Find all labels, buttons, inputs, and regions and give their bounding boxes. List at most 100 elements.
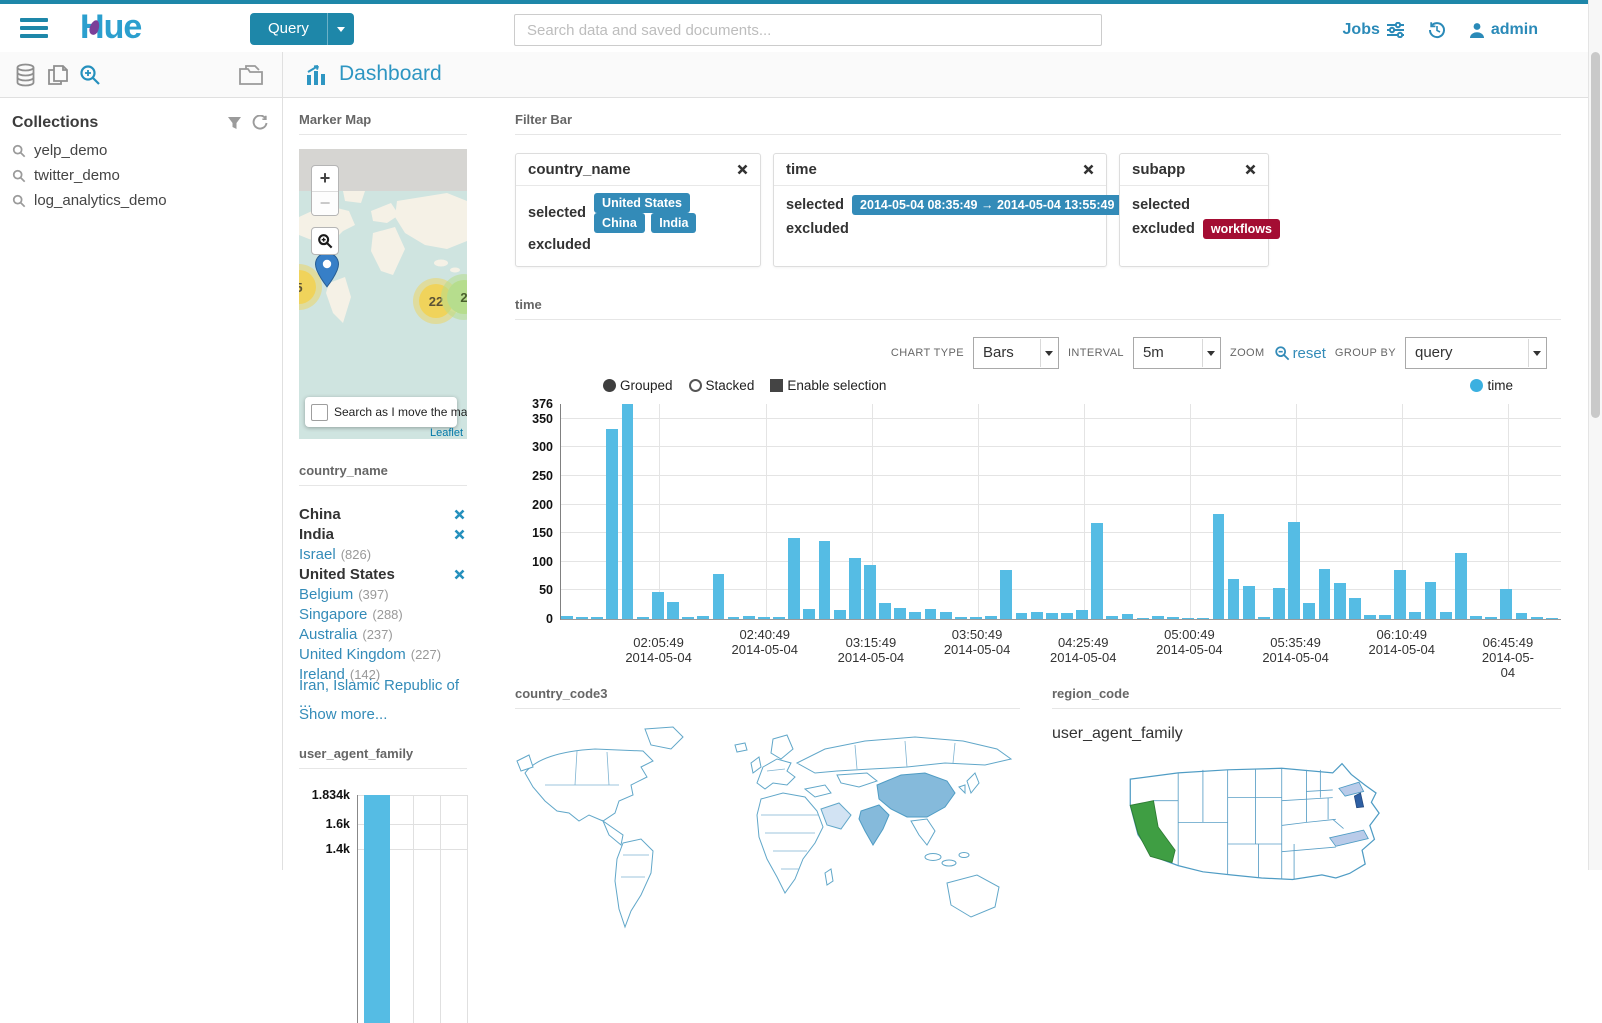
filter-badge[interactable]: China	[594, 213, 645, 233]
remove-filter-icon[interactable]	[454, 509, 465, 520]
sliders-icon	[1386, 22, 1404, 38]
time-bar	[1106, 616, 1119, 619]
query-button[interactable]: Query	[250, 13, 354, 45]
time-bar	[1242, 586, 1255, 619]
uaf-plot[interactable]	[357, 795, 468, 1023]
mode-grouped-radio[interactable]: Grouped	[603, 378, 673, 393]
folder-open-icon[interactable]	[238, 63, 264, 87]
time-bar	[576, 617, 588, 619]
remove-filter-icon[interactable]	[454, 529, 465, 540]
time-bar	[1197, 617, 1210, 619]
map-cluster-left[interactable]: 5	[299, 270, 316, 304]
time-bar	[818, 540, 831, 619]
filter-funnel-icon[interactable]	[227, 116, 242, 131]
facet-item-singapore[interactable]: Singapore (288)	[299, 605, 403, 623]
collections-title: Collections	[12, 114, 99, 131]
hue-logo[interactable]: Hue	[80, 8, 142, 47]
facet-item-india[interactable]: India	[299, 524, 467, 544]
time-bar	[788, 537, 801, 619]
scrollbar-thumb[interactable]	[1591, 52, 1600, 418]
close-icon[interactable]	[1245, 164, 1256, 175]
collection-item-yelp-demo[interactable]: yelp_demo	[0, 138, 282, 163]
time-bar	[1500, 589, 1513, 619]
time-bar	[1151, 616, 1164, 619]
country-saudi-arabia	[820, 802, 852, 830]
time-bar	[1364, 615, 1376, 619]
jobs-link[interactable]: Jobs	[1343, 21, 1405, 39]
database-icon[interactable]	[14, 63, 37, 87]
interval-select[interactable]: 5m	[1132, 337, 1221, 369]
time-bar	[697, 615, 710, 619]
search-as-move-checkbox[interactable]	[311, 403, 328, 421]
filter-badge-time-range[interactable]: 2014-05-04 08:35:49 → 2014-05-04 13:55:4…	[852, 195, 1123, 215]
facet-item-china[interactable]: China	[299, 504, 467, 524]
global-search-input[interactable]	[514, 14, 1102, 46]
map-cluster-right[interactable]: 2	[447, 280, 467, 314]
history-icon[interactable]	[1427, 20, 1447, 40]
time-bar	[591, 617, 604, 619]
time-bar	[1530, 617, 1543, 619]
time-bar	[1470, 616, 1482, 619]
collection-item-twitter-demo[interactable]: twitter_demo	[0, 163, 282, 188]
legend-time-series[interactable]: time	[1470, 378, 1513, 393]
mode-stacked-radio[interactable]: Stacked	[688, 378, 754, 393]
country-name-facet-list: China India Israel (826) United States B…	[299, 504, 467, 724]
documents-icon[interactable]	[46, 63, 70, 87]
time-chart-yaxis: 0 50 100 150 200 250 300 350 376	[532, 397, 553, 626]
query-dropdown-toggle[interactable]	[326, 13, 354, 45]
usa-choropleth-map[interactable]	[1104, 751, 1444, 971]
close-icon[interactable]	[1083, 164, 1094, 175]
facet-item-belgium[interactable]: Belgium (397)	[299, 585, 389, 603]
enable-selection-toggle[interactable]: Enable selection	[770, 378, 886, 393]
facet-item-iran[interactable]: Iran, Islamic Republic of ...	[299, 677, 460, 711]
time-bar	[1424, 581, 1437, 619]
hamburger-menu-icon[interactable]	[20, 18, 48, 40]
query-button-label[interactable]: Query	[268, 20, 309, 37]
facet-item-united-states[interactable]: United States	[299, 564, 467, 584]
map-magnifier-button[interactable]	[311, 227, 339, 255]
zoom-reset-link[interactable]: reset	[1274, 345, 1326, 362]
zoom-out-icon	[1274, 346, 1289, 361]
time-bar	[864, 565, 876, 619]
page-scrollbar[interactable]	[1588, 0, 1602, 870]
time-bar	[757, 617, 770, 619]
remove-filter-icon[interactable]	[454, 569, 465, 580]
map-zoom-control: + −	[311, 165, 339, 216]
time-bar	[1015, 612, 1028, 619]
refresh-icon[interactable]	[252, 115, 268, 131]
time-chart-plot[interactable]	[560, 404, 1561, 620]
facet-item-ireland[interactable]: Ireland (142)	[299, 665, 381, 683]
search-as-move-control: Search as I move the map	[305, 397, 467, 427]
user-menu[interactable]: admin	[1469, 21, 1538, 39]
map-pin-icon[interactable]	[314, 252, 340, 288]
world-choropleth-map[interactable]	[515, 723, 1020, 933]
map-zoom-in-button[interactable]: +	[312, 166, 338, 192]
time-bar	[985, 615, 998, 619]
time-bar	[803, 608, 816, 619]
time-bar	[606, 428, 619, 619]
filter-badge-excluded[interactable]: workflows	[1202, 219, 1280, 239]
leaflet-attribution-link[interactable]: Leaflet	[429, 427, 463, 439]
facet-show-more[interactable]: Show more...	[299, 705, 388, 723]
zoom-in-search-icon[interactable]	[78, 63, 102, 87]
time-section-title: time	[515, 297, 542, 312]
map-zoom-out-button[interactable]: −	[312, 192, 338, 215]
group-by-select[interactable]: query	[1405, 337, 1547, 369]
close-icon[interactable]	[737, 164, 748, 175]
facet-item-united-kingdom[interactable]: United Kingdom (227)	[299, 645, 442, 663]
x-axis-tick: 03:50:49 2014-05-04	[943, 627, 1011, 657]
collection-item-log-analytics-demo[interactable]: log_analytics_demo	[0, 188, 282, 213]
filter-badge[interactable]: United States	[594, 193, 690, 213]
selection-square-icon	[770, 379, 784, 392]
marker-map-widget[interactable]: 5 22 2 + − Search as I move the map Leaf…	[299, 149, 467, 439]
time-bar	[970, 617, 982, 619]
filter-badge[interactable]: India	[651, 213, 697, 233]
time-bar	[1212, 514, 1225, 619]
chart-type-select[interactable]: Bars	[972, 337, 1059, 369]
facet-item-israel[interactable]: Israel (826)	[299, 545, 372, 563]
time-bar	[1136, 617, 1149, 619]
time-bar	[909, 611, 922, 619]
filter-bar-title: Filter Bar	[515, 112, 573, 127]
facet-item-australia[interactable]: Australia (237)	[299, 625, 393, 643]
search-icon	[12, 144, 26, 157]
